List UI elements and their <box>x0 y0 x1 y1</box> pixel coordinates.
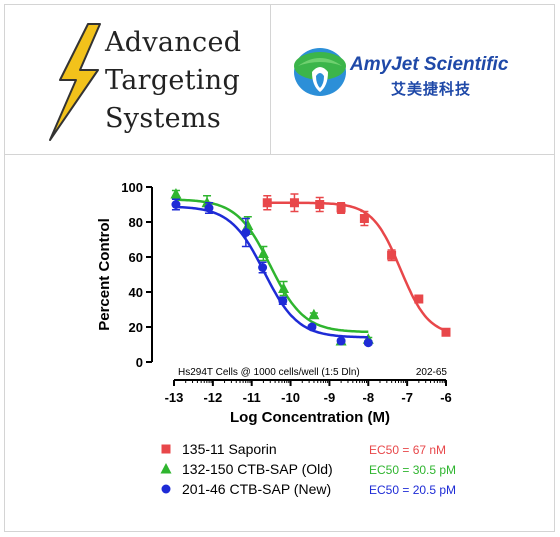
fit-curve-series-2 <box>175 205 369 339</box>
legend-label-series-1: 132-150 CTB-SAP (Old) <box>182 461 333 477</box>
data-point-series-2 <box>278 296 288 306</box>
amyjet-emblem-icon <box>294 48 346 96</box>
x-tick-label: -6 <box>440 390 452 405</box>
ec50-label-series-0: EC50 = 67 nM <box>369 443 446 457</box>
data-point-series-0 <box>315 200 325 209</box>
figure-frame <box>4 4 555 532</box>
data-point-series-2 <box>336 336 346 346</box>
x-tick-label: -13 <box>165 390 184 405</box>
data-point-series-1 <box>242 219 254 230</box>
figure-id-annotation: 202-65 <box>416 367 448 378</box>
data-point-series-1 <box>170 188 182 199</box>
lightning-bolt-icon <box>49 23 101 141</box>
data-point-series-0 <box>359 214 369 223</box>
x-tick-label: -11 <box>243 390 261 405</box>
data-point-series-1 <box>257 247 269 258</box>
x-tick-label: -8 <box>363 390 375 405</box>
x-tick-label: -9 <box>324 390 336 405</box>
data-point-series-2 <box>258 263 268 272</box>
legend-label-series-2: 201-46 CTB-SAP (New) <box>182 481 331 497</box>
y-tick-label: 60 <box>129 250 143 265</box>
legend-marker-series-0 <box>161 444 171 454</box>
data-point-series-2 <box>363 338 373 348</box>
y-axis-title: Percent Control <box>96 218 113 331</box>
divider-horizontal <box>4 154 555 155</box>
x-axis-title: Log Concentration (M) <box>230 409 390 426</box>
x-tick-label: -7 <box>401 390 413 405</box>
data-point-series-2 <box>204 203 214 213</box>
data-point-series-0 <box>441 327 451 337</box>
data-point-series-0 <box>262 198 272 208</box>
y-tick-label: 40 <box>129 285 143 300</box>
ats-logo-line-3: Systems <box>105 103 221 134</box>
legend-marker-series-2 <box>161 484 171 494</box>
x-tick-label: -10 <box>281 390 300 405</box>
cell-annotation: Hs294T Cells @ 1000 cells/well (1:5 Dln) <box>178 367 360 378</box>
data-point-series-0 <box>387 250 397 260</box>
data-point-series-2 <box>171 200 181 209</box>
y-tick-label: 0 <box>136 355 143 370</box>
data-point-series-2 <box>307 322 317 332</box>
ats-logo: Advanced Targeting Systems <box>48 22 268 142</box>
data-point-series-1 <box>278 282 290 293</box>
ec50-label-series-2: EC50 = 20.5 pM <box>369 483 456 497</box>
legend-marker-series-1 <box>160 463 172 474</box>
fit-curve-series-0 <box>267 201 447 332</box>
data-point-series-0 <box>289 198 299 208</box>
data-point-series-2 <box>241 228 251 237</box>
x-tick-label: -12 <box>203 390 222 405</box>
y-tick-label: 100 <box>121 180 143 195</box>
data-point-series-0 <box>336 203 346 213</box>
y-tick-label: 20 <box>129 320 143 335</box>
fit-curve-series-1 <box>175 198 369 334</box>
ats-logo-line-1: Advanced <box>105 27 242 58</box>
legend-label-series-0: 135-11 Saporin <box>182 441 277 457</box>
ats-logo-line-2: Targeting <box>105 65 241 96</box>
data-point-series-1 <box>308 308 320 320</box>
divider-vertical <box>270 4 271 154</box>
ec50-label-series-1: EC50 = 30.5 pM <box>369 463 456 477</box>
amyjet-name-en: AmyJet Scientific <box>350 54 509 75</box>
amyjet-logo: AmyJet Scientific 艾美捷科技 <box>290 38 540 118</box>
y-tick-label: 80 <box>129 215 143 230</box>
amyjet-name-cn: 艾美捷科技 <box>391 80 472 98</box>
data-point-series-0 <box>414 294 424 304</box>
